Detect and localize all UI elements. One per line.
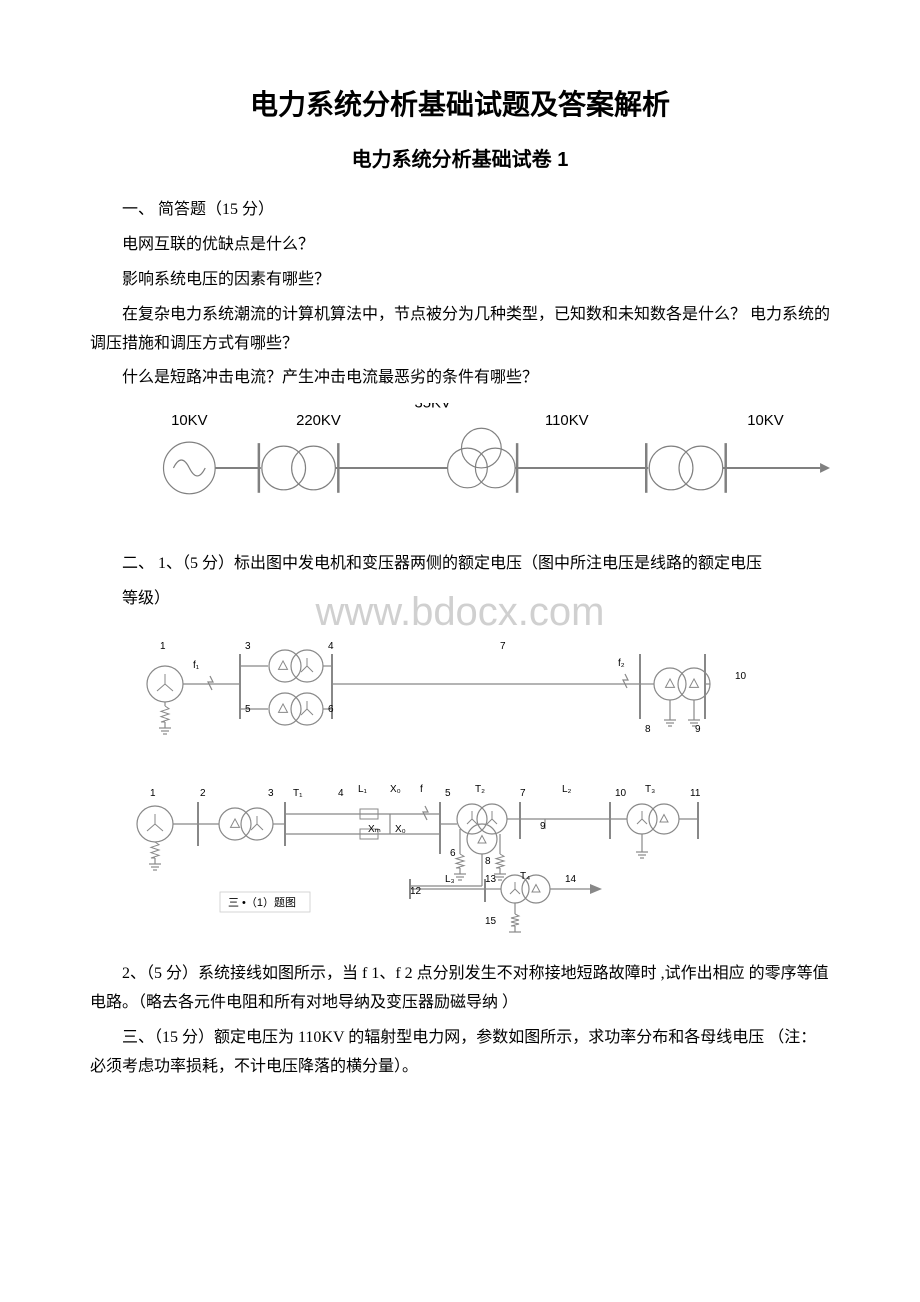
svg-text:8: 8 (645, 724, 651, 735)
svg-text:Xₘ: Xₘ (368, 824, 381, 835)
svg-text:14: 14 (565, 874, 577, 885)
svg-text:4: 4 (328, 641, 334, 652)
svg-text:9: 9 (695, 724, 701, 735)
svg-text:L₃: L₃ (445, 874, 455, 885)
svg-text:7: 7 (500, 641, 506, 652)
svg-text:2: 2 (200, 788, 206, 799)
svg-text:8: 8 (485, 856, 491, 867)
svg-text:11: 11 (690, 788, 701, 799)
section2-2: 2、（5 分）系统接线如图所示，当 f 1、f 2 点分别发生不对称接地短路故障… (90, 960, 830, 1018)
q1: 电网互联的优缺点是什么？ (90, 231, 830, 260)
svg-text:220KV: 220KV (296, 413, 341, 429)
svg-text:1: 1 (160, 641, 166, 652)
section3: 三、（15 分）额定电压为 110KV 的辐射型电力网，参数如图所示，求功率分布… (90, 1024, 830, 1082)
svg-text:6: 6 (328, 704, 334, 715)
svg-text:110KV: 110KV (545, 413, 589, 429)
svg-text:f₁: f₁ (193, 660, 200, 671)
svg-text:X₀: X₀ (395, 824, 406, 835)
svg-text:10: 10 (735, 671, 747, 682)
svg-text:L₁: L₁ (358, 784, 368, 795)
section2-1b: 等级） (90, 585, 830, 614)
svg-text:10KV: 10KV (747, 413, 783, 429)
svg-text:10: 10 (615, 788, 627, 799)
svg-text:12: 12 (410, 886, 422, 897)
svg-text:3: 3 (268, 788, 274, 799)
q4: 什么是短路冲击电流？产生冲击电流最恶劣的条件有哪些？ (90, 364, 830, 393)
svg-text:三 •（1）题图: 三 •（1）题图 (228, 896, 296, 909)
svg-text:10KV: 10KV (171, 413, 207, 429)
svg-text:6: 6 (450, 848, 456, 859)
svg-text:3: 3 (245, 641, 251, 652)
svg-text:4: 4 (338, 788, 344, 799)
q3: 在复杂电力系统潮流的计算机算法中，节点被分为几种类型，已知数和未知数各是什么？ … (90, 301, 830, 359)
svg-text:7: 7 (520, 788, 526, 799)
section1-heading: 一、 简答题（15 分） (90, 196, 830, 225)
svg-text:1: 1 (150, 788, 156, 799)
diagram-1: 10KV 220KV 35KV 110KV 10KV (90, 403, 830, 534)
svg-text:L₂: L₂ (562, 784, 572, 795)
title-sub: 电力系统分析基础试卷 1 (90, 142, 830, 178)
svg-text:f: f (420, 784, 423, 795)
svg-text:13: 13 (485, 874, 497, 885)
svg-text:f₂: f₂ (618, 658, 625, 669)
svg-text:T₁: T₁ (293, 788, 303, 799)
svg-text:35KV: 35KV (414, 403, 450, 411)
q2: 影响系统电压的因素有哪些？ (90, 266, 830, 295)
svg-text:5: 5 (245, 704, 251, 715)
svg-text:T₃: T₃ (645, 784, 655, 795)
svg-text:15: 15 (485, 916, 497, 927)
section2-1: 二、 1、（5 分）标出图中发电机和变压器两侧的额定电压（图中所注电压是线路的额… (90, 550, 830, 579)
svg-text:9: 9 (540, 821, 546, 832)
diagram-2: 1f₁34567f₂8910123T₁4L₁X₀f5T₂7L₂10T₃11XₘX… (90, 624, 830, 945)
title-main: 电力系统分析基础试题及答案解析 (90, 80, 830, 130)
svg-text:5: 5 (445, 788, 451, 799)
svg-text:X₀: X₀ (390, 784, 401, 795)
svg-text:T₂: T₂ (475, 784, 485, 795)
svg-text:T₄: T₄ (520, 871, 530, 882)
